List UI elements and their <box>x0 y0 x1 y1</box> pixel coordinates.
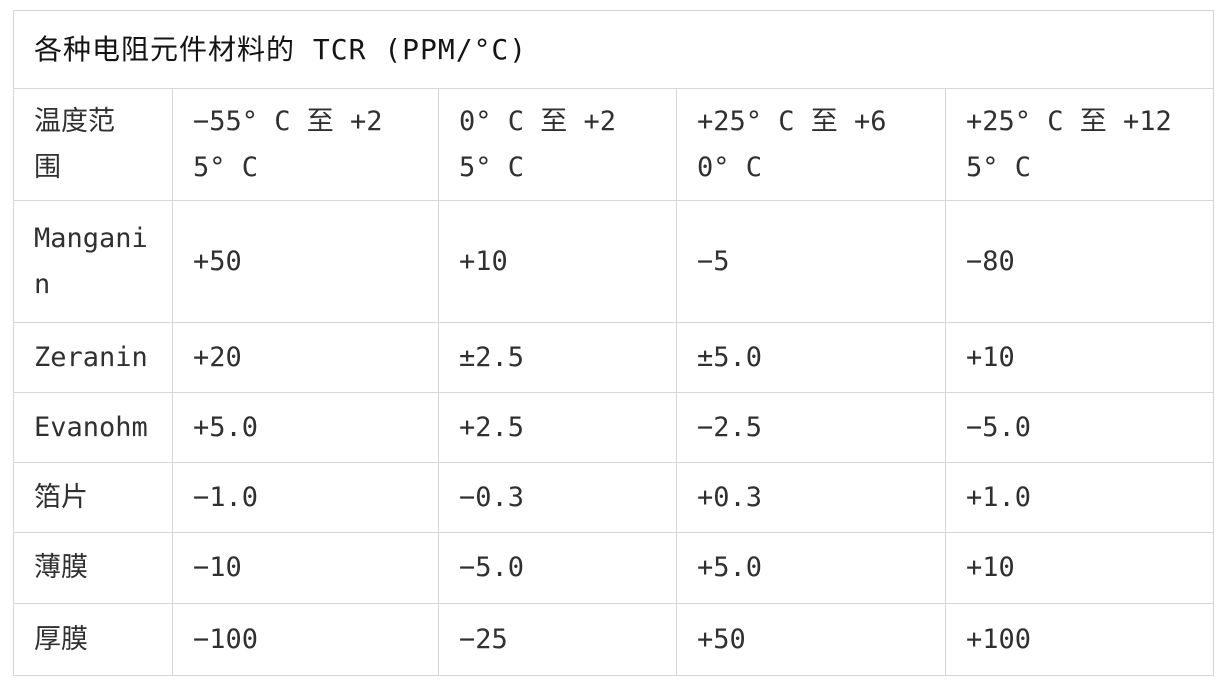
tcr-table: 各种电阻元件材料的 TCR (PPM/°C) 温度范 围 −55° C 至 +2… <box>12 10 1215 676</box>
value-cell: +5.0 <box>676 532 946 604</box>
material-cell: Manganin <box>13 200 173 323</box>
value-cell: −1.0 <box>172 462 439 533</box>
table-row-thin-film: 薄膜 −10 −5.0 +5.0 +10 <box>13 532 1215 604</box>
value-cell: −25 <box>438 603 677 676</box>
value-cell: +5.0 <box>172 392 439 463</box>
value-cell: −5.0 <box>944 392 1215 463</box>
table-header-row: 温度范 围 −55° C 至 +2 5° C 0° C 至 +2 5° C +2… <box>13 88 1215 201</box>
value-cell: −2.5 <box>676 392 946 463</box>
value-cell: +10 <box>944 532 1215 604</box>
value-cell: +1.0 <box>944 462 1215 533</box>
material-cell: Evanohm <box>13 392 173 463</box>
value-cell: +10 <box>944 322 1215 393</box>
value-cell: −100 <box>172 603 439 676</box>
value-cell: −5 <box>676 200 946 323</box>
table-title: 各种电阻元件材料的 TCR (PPM/°C) <box>12 10 1215 89</box>
value-cell: +20 <box>172 322 439 393</box>
tcr-table-container: 各种电阻元件材料的 TCR (PPM/°C) 温度范 围 −55° C 至 +2… <box>12 10 1215 676</box>
header-range-3: +25° C 至 +6 0° C <box>676 88 946 201</box>
value-cell: −0.3 <box>438 462 677 533</box>
material-cell: 薄膜 <box>13 532 173 604</box>
value-cell: +0.3 <box>676 462 946 533</box>
header-range-4: +25° C 至 +12 5° C <box>944 88 1215 201</box>
material-cell: 箔片 <box>13 462 173 533</box>
table-row-foil: 箔片 −1.0 −0.3 +0.3 +1.0 <box>13 462 1215 533</box>
value-cell: −80 <box>944 200 1215 323</box>
header-range-2: 0° C 至 +2 5° C <box>438 88 677 201</box>
table-title-row: 各种电阻元件材料的 TCR (PPM/°C) <box>12 10 1215 89</box>
value-cell: −10 <box>172 532 439 604</box>
value-cell: +10 <box>438 200 677 323</box>
value-cell: +50 <box>676 603 946 676</box>
value-cell: +2.5 <box>438 392 677 463</box>
value-cell: ±2.5 <box>438 322 677 393</box>
table-row-evanohm: Evanohm +5.0 +2.5 −2.5 −5.0 <box>13 392 1215 463</box>
value-cell: ±5.0 <box>676 322 946 393</box>
table-row-zeranin: Zeranin +20 ±2.5 ±5.0 +10 <box>13 322 1215 393</box>
material-cell: 厚膜 <box>13 603 173 676</box>
table-row-manganin: Manganin +50 +10 −5 −80 <box>13 200 1215 323</box>
table-row-thick-film: 厚膜 −100 −25 +50 +100 <box>13 603 1215 676</box>
value-cell: +50 <box>172 200 439 323</box>
value-cell: +100 <box>944 603 1215 676</box>
header-range-1: −55° C 至 +2 5° C <box>172 88 439 201</box>
header-temperature-range: 温度范 围 <box>13 88 173 201</box>
value-cell: −5.0 <box>438 532 677 604</box>
material-cell: Zeranin <box>13 322 173 393</box>
